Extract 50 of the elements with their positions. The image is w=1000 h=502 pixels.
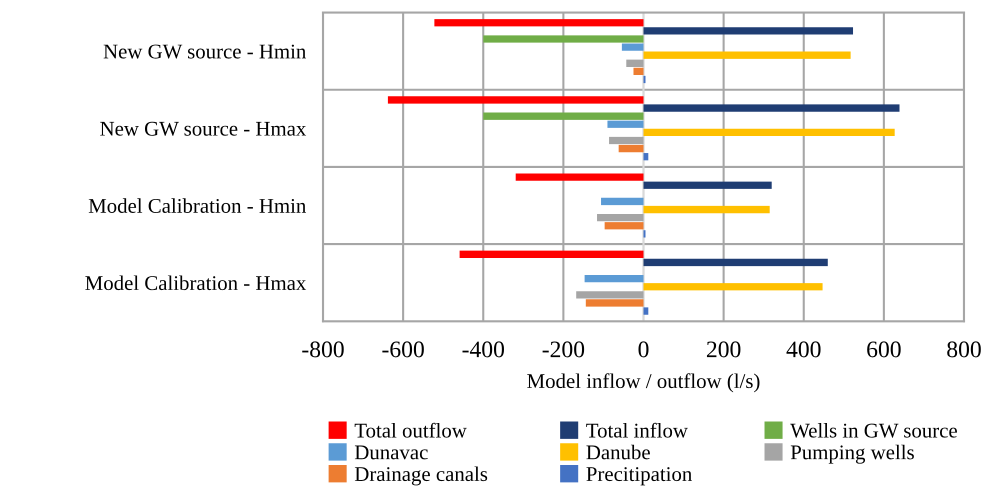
bar (626, 60, 644, 67)
x-tick-label: 200 (706, 341, 740, 358)
y-tick-label: New GW source - Hmax (100, 122, 306, 136)
bar (644, 52, 851, 59)
bar (644, 128, 895, 136)
x-tick-label: -400 (462, 341, 504, 358)
bar (622, 43, 644, 51)
bar (597, 214, 644, 222)
x-tick-label: 0 (638, 341, 649, 358)
bar (516, 173, 644, 181)
legend-label: Drainage canals (354, 466, 488, 486)
x-tick-label: 800 (947, 341, 981, 358)
bar (644, 258, 828, 266)
bar (644, 206, 770, 214)
legend-label: Danube (586, 444, 650, 460)
legend-label: Precitipation (586, 467, 692, 486)
bar (644, 283, 823, 290)
legend-label: Pumping wells (790, 444, 914, 464)
bar (644, 182, 772, 189)
legend-label: Dunavac (354, 446, 428, 460)
x-tick-label: -600 (382, 341, 424, 358)
legend-label: Total inflow (586, 422, 688, 438)
bar (609, 136, 644, 144)
x-tick-label: -200 (542, 341, 584, 358)
x-tick-label: 600 (867, 341, 901, 358)
bar (601, 198, 644, 206)
y-tick-label: Model Calibration - Hmax (85, 275, 306, 290)
bar (460, 250, 644, 258)
bar (483, 35, 644, 43)
bar (584, 274, 644, 282)
bar (644, 307, 648, 315)
bar (586, 299, 644, 307)
y-tick-label: New GW source - Hmin (104, 44, 306, 59)
x-tick-label: -800 (302, 341, 344, 358)
legend-label: Total outflow (354, 422, 467, 438)
legend-label: Wells in GW source (790, 422, 957, 438)
bar (604, 222, 644, 230)
bar (607, 120, 644, 128)
bar (576, 291, 644, 298)
bar (644, 27, 854, 35)
y-tick-label: Model Calibration - Hmin (88, 198, 306, 213)
bar (644, 153, 648, 160)
bar (483, 112, 644, 120)
bar (633, 68, 644, 76)
bar (434, 19, 644, 26)
bar (388, 96, 644, 104)
bar (618, 144, 644, 152)
x-axis-title: Model inflow / outflow (l/s) (527, 373, 760, 392)
x-tick-label: 400 (786, 341, 821, 358)
bar (644, 104, 900, 112)
